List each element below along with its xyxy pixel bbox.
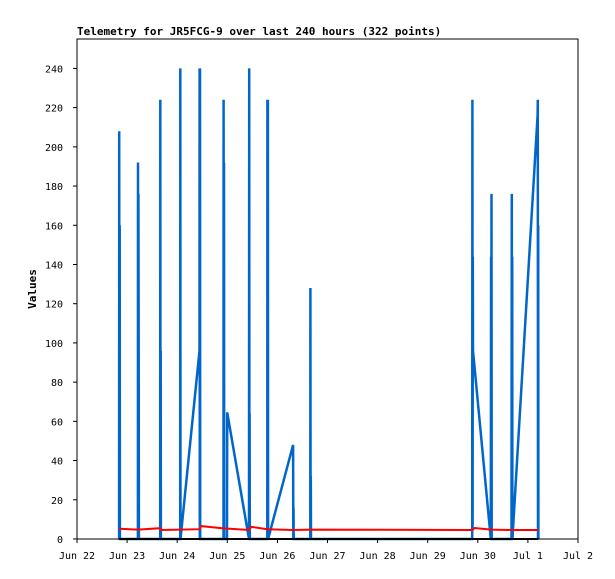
y-tick-label: 0: [57, 535, 63, 546]
x-tick-label: Jul 1: [513, 551, 543, 562]
x-axis-ticks: Jun 22 Jun 23 Jun 24 Jun 25 Jun 26 Jun 27 Jun …: [59, 539, 593, 562]
y-axis-ticks: 0 20 40 60 80 100 120 140 160 180 200 220 240: [45, 64, 77, 546]
chart-title: Telemetry for JR5FCG-9 over last 240 hou…: [77, 25, 441, 38]
x-tick-label: Jun 24: [159, 551, 195, 562]
y-tick-label: 100: [45, 339, 63, 350]
y-tick-label: 40: [51, 457, 63, 468]
y-tick-label: 240: [45, 64, 63, 75]
x-tick-label: Jun 23: [109, 551, 145, 562]
y-tick-label: 180: [45, 182, 63, 193]
x-tick-label: Jun 25: [209, 551, 245, 562]
series-line-1: [117, 68, 540, 541]
x-tick-label: Jun 29: [410, 551, 446, 562]
x-tick-label: Jul 2: [563, 551, 593, 562]
y-tick-label: 80: [51, 378, 63, 389]
plot-area: [117, 68, 540, 541]
y-axis-label: Values: [26, 269, 39, 309]
plot-frame: [76, 38, 579, 540]
y-tick-label: 120: [45, 300, 63, 311]
series-line-2: [119, 525, 539, 532]
x-tick-label: Jun 30: [460, 551, 496, 562]
x-tick-label: Jun 27: [309, 551, 345, 562]
x-tick-label: Jun 22: [59, 551, 95, 562]
x-tick-label: Jun 28: [360, 551, 396, 562]
x-tick-label: Jun 26: [259, 551, 295, 562]
y-tick-label: 140: [45, 260, 63, 271]
y-tick-label: 200: [45, 143, 63, 154]
y-tick-label: 20: [51, 496, 63, 507]
y-tick-label: 60: [51, 417, 63, 428]
y-tick-label: 220: [45, 104, 63, 115]
y-tick-label: 160: [45, 221, 63, 232]
